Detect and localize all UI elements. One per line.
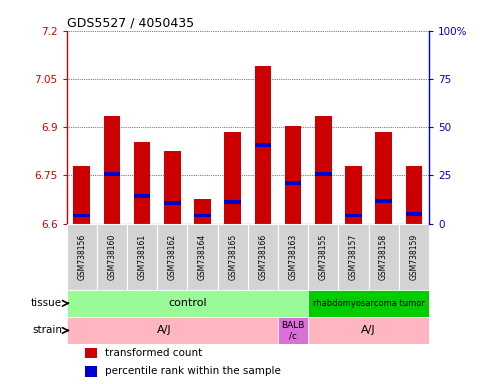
Text: A/J: A/J bbox=[157, 326, 172, 336]
Bar bbox=[164, 151, 180, 223]
Text: control: control bbox=[168, 298, 207, 308]
Bar bbox=[85, 348, 97, 359]
Bar bbox=[278, 223, 308, 290]
Bar bbox=[224, 132, 241, 223]
Text: rhabdomyosarcoma tumor: rhabdomyosarcoma tumor bbox=[313, 299, 424, 308]
Bar bbox=[308, 290, 429, 317]
Text: GSM738157: GSM738157 bbox=[349, 233, 358, 280]
Bar bbox=[134, 142, 150, 223]
Bar bbox=[194, 214, 211, 217]
Bar bbox=[285, 181, 301, 185]
Text: GSM738159: GSM738159 bbox=[409, 233, 419, 280]
Bar bbox=[345, 166, 362, 223]
Bar bbox=[134, 194, 150, 198]
Text: tissue: tissue bbox=[31, 298, 62, 308]
Bar bbox=[73, 166, 90, 223]
Bar bbox=[308, 317, 429, 344]
Text: strain: strain bbox=[32, 326, 62, 336]
Bar bbox=[406, 166, 422, 223]
Text: GSM738165: GSM738165 bbox=[228, 233, 237, 280]
Bar bbox=[399, 223, 429, 290]
Bar bbox=[375, 132, 392, 223]
Bar bbox=[104, 172, 120, 175]
Bar bbox=[248, 223, 278, 290]
Text: GSM738155: GSM738155 bbox=[318, 233, 328, 280]
Text: GSM738160: GSM738160 bbox=[107, 233, 116, 280]
Text: GSM738161: GSM738161 bbox=[138, 233, 146, 280]
Bar bbox=[254, 143, 271, 147]
Bar bbox=[285, 126, 301, 223]
Bar bbox=[85, 366, 97, 377]
Bar bbox=[254, 66, 271, 223]
Bar bbox=[406, 212, 422, 216]
Text: GSM738166: GSM738166 bbox=[258, 233, 267, 280]
Bar bbox=[338, 223, 368, 290]
Bar bbox=[345, 214, 362, 217]
Bar bbox=[315, 116, 331, 223]
Text: percentile rank within the sample: percentile rank within the sample bbox=[105, 366, 281, 376]
Bar bbox=[67, 290, 308, 317]
Bar bbox=[164, 201, 180, 205]
Text: GSM738163: GSM738163 bbox=[288, 233, 298, 280]
Bar bbox=[217, 223, 247, 290]
Bar bbox=[157, 223, 187, 290]
Text: GSM738158: GSM738158 bbox=[379, 233, 388, 280]
Text: GSM738164: GSM738164 bbox=[198, 233, 207, 280]
Bar bbox=[278, 317, 308, 344]
Bar bbox=[73, 214, 90, 217]
Bar bbox=[104, 116, 120, 223]
Bar bbox=[308, 223, 338, 290]
Bar bbox=[67, 317, 278, 344]
Bar bbox=[315, 172, 331, 175]
Bar bbox=[67, 223, 97, 290]
Bar bbox=[127, 223, 157, 290]
Text: GSM738162: GSM738162 bbox=[168, 233, 177, 280]
Bar bbox=[375, 199, 392, 203]
Bar bbox=[368, 223, 399, 290]
Text: BALB
/c: BALB /c bbox=[282, 321, 305, 340]
Text: GSM738156: GSM738156 bbox=[77, 233, 86, 280]
Bar bbox=[194, 199, 211, 223]
Bar bbox=[97, 223, 127, 290]
Bar bbox=[187, 223, 217, 290]
Bar bbox=[224, 200, 241, 204]
Text: A/J: A/J bbox=[361, 326, 376, 336]
Text: transformed count: transformed count bbox=[105, 348, 202, 358]
Text: GDS5527 / 4050435: GDS5527 / 4050435 bbox=[67, 17, 194, 30]
